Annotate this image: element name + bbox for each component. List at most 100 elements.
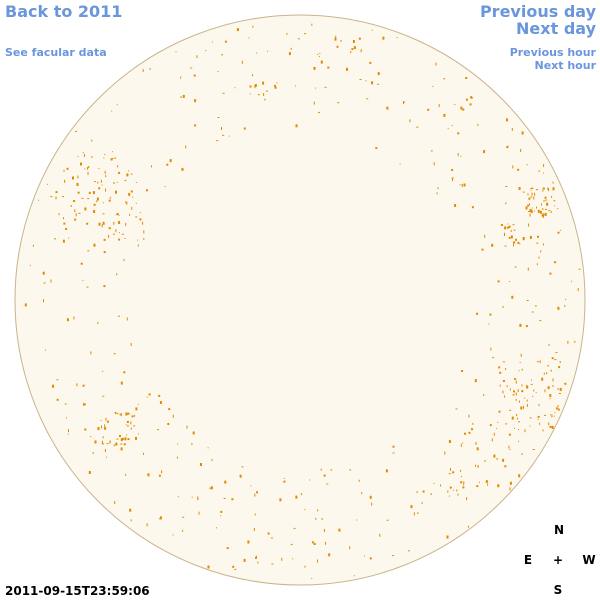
facula [119,413,121,416]
facula [527,267,529,271]
facula [529,417,532,419]
facula [552,385,554,387]
facula [90,436,92,437]
facula [452,471,455,474]
next-hour-link[interactable]: Next hour [535,59,597,72]
facula [194,124,197,127]
facula [525,325,528,328]
facula [221,127,222,130]
facula [102,395,105,397]
facula [460,106,463,110]
facula [72,176,74,180]
facula [103,157,105,159]
facula [175,51,177,53]
facula [182,529,184,532]
facula [375,147,378,150]
previous-day-link[interactable]: Previous day [480,2,597,21]
facula [559,387,562,391]
facula [399,163,401,165]
facula [356,519,358,521]
facula [127,424,129,427]
facula [512,224,515,226]
facula [456,489,458,492]
facula [126,201,128,205]
facula [574,340,576,343]
facula [256,491,258,494]
facula [504,245,507,247]
facula [551,425,554,429]
facula [512,394,515,396]
facula [460,155,462,157]
facula [123,259,125,262]
facula [130,190,133,193]
facula [516,414,518,416]
facula [463,484,464,486]
facula [515,238,517,241]
facula [369,557,372,560]
facula [83,402,84,406]
facula [114,413,116,415]
facula [534,210,535,212]
facula [526,164,528,166]
facular-data-link[interactable]: See facular data [5,46,107,59]
facula [432,85,434,87]
facula [416,126,419,128]
facula [540,250,542,253]
timestamp: 2011-09-15T23:59:06 [5,584,150,598]
facula [295,85,296,87]
facula [104,426,107,430]
previous-hour-link[interactable]: Previous hour [510,46,597,59]
facula [276,82,278,84]
facula [542,429,544,432]
facula [551,195,553,198]
facula [29,264,31,266]
next-day-link[interactable]: Next day [516,19,597,38]
compass-west: W [582,553,595,567]
facula [529,210,532,212]
facula [548,422,550,426]
facula [115,214,117,216]
facula [63,217,64,220]
facula [234,568,237,570]
facula [120,443,123,445]
facula [436,192,438,195]
compass-east: E [524,553,532,567]
facula [74,209,76,213]
facula [223,497,226,499]
facula [450,467,451,471]
facula [416,512,419,514]
facula [124,238,126,239]
facula [166,163,169,166]
facula [532,449,535,450]
facula [102,213,105,215]
facula [567,340,569,344]
facula [143,452,144,455]
facula [369,495,372,499]
facula [55,196,57,200]
facula [92,191,95,195]
back-year-link[interactable]: Back to 2011 [5,2,122,21]
facula [255,555,257,558]
facula [190,67,193,69]
facula [496,457,498,460]
facula [555,352,558,353]
facula [493,454,496,458]
facula [451,177,454,179]
facula [241,60,243,64]
facula [197,496,199,500]
facula [58,213,60,216]
facula [539,320,542,322]
facula [430,150,433,152]
facula [498,410,501,413]
facula [222,134,225,136]
facula [116,213,119,215]
facula [545,199,548,201]
facula [353,46,356,50]
facula [560,229,562,231]
facula [513,229,516,231]
facula [123,443,126,446]
facula [379,533,381,537]
facula [88,471,91,474]
facula [263,93,265,96]
facula [500,224,503,226]
